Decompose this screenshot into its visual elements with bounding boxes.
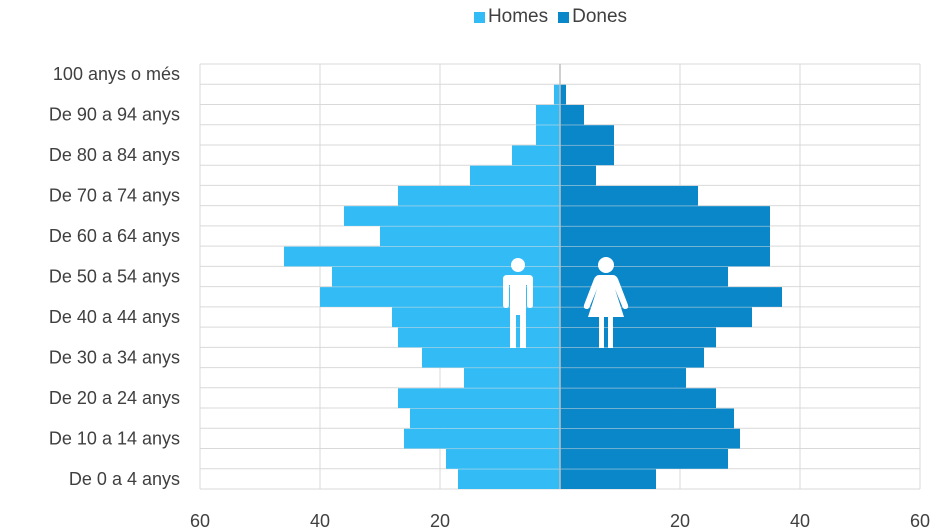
y-tick-label: De 30 a 34 anys [49,347,180,367]
bar-men [392,307,560,328]
bar-women [560,206,770,226]
bar-women [560,388,716,409]
legend-label-men: Homes [487,6,549,27]
bar-men [422,347,560,368]
bar-men [410,408,560,429]
bar-women [560,145,614,166]
bar-men [554,84,560,105]
legend-label-women: Dones [572,6,628,27]
gender-icons [503,257,629,348]
bar-men [380,226,560,247]
bar-women [560,327,716,348]
y-tick-label: De 20 a 24 anys [49,388,180,408]
bar-men [458,469,560,489]
bar-men [398,327,560,348]
bar-men [404,428,560,449]
bar-women [560,84,566,105]
legend-item-men: Homes [473,6,549,28]
x-tick-label: 60 [190,511,210,530]
legend-swatch-women [558,11,570,23]
bar-men [398,185,560,206]
bar-women [560,226,770,247]
bar-men [464,368,560,388]
bar-women [560,104,584,125]
bar-men [398,388,560,409]
bar-women [560,408,734,429]
y-tick-label: De 80 a 84 anys [49,145,180,165]
y-tick-label: De 70 a 74 anys [49,186,180,206]
bar-women [560,266,728,287]
bar-men [470,165,560,186]
y-tick-label: De 90 a 94 anys [49,105,180,125]
bars [284,64,782,489]
legend-item-women: Dones [558,6,627,28]
bar-women [560,347,704,368]
legend: Homes Dones [0,6,951,28]
bar-women [560,185,698,206]
y-tick-label: De 0 a 4 anys [69,469,180,489]
bar-men [536,104,560,125]
bar-women [560,165,596,186]
legend-swatch-men [473,11,485,23]
x-tick-label: 40 [310,511,330,530]
y-tick-label: De 50 a 54 anys [49,267,180,287]
bar-men [344,206,560,226]
bar-women [560,125,614,145]
y-tick-label: De 60 a 64 anys [49,226,180,246]
bar-men [512,145,560,166]
y-axis-labels: De 0 a 4 anys De 10 a 14 anys De 20 a 24 a… [49,64,180,489]
bar-women [560,246,770,267]
x-tick-label: 20 [670,511,690,530]
bar-women [560,428,740,449]
bar-men [320,287,560,307]
bar-women [560,307,752,328]
y-tick-label: De 10 a 14 anys [49,428,180,448]
y-tick-label: De 40 a 44 anys [49,307,180,327]
x-tick-label: 20 [430,511,450,530]
bar-women [560,368,686,388]
man-icon [503,258,533,348]
bar-men [284,246,560,267]
y-tick-label: 100 anys o més [53,64,180,84]
woman-icon [583,257,629,348]
bar-men [536,125,560,145]
x-tick-label: 60 [910,511,930,530]
x-tick-label: 40 [790,511,810,530]
bar-women [560,469,656,489]
bar-women [560,449,728,469]
x-axis-labels: 60 40 20 20 40 60 [190,511,930,530]
bar-men [446,449,560,469]
